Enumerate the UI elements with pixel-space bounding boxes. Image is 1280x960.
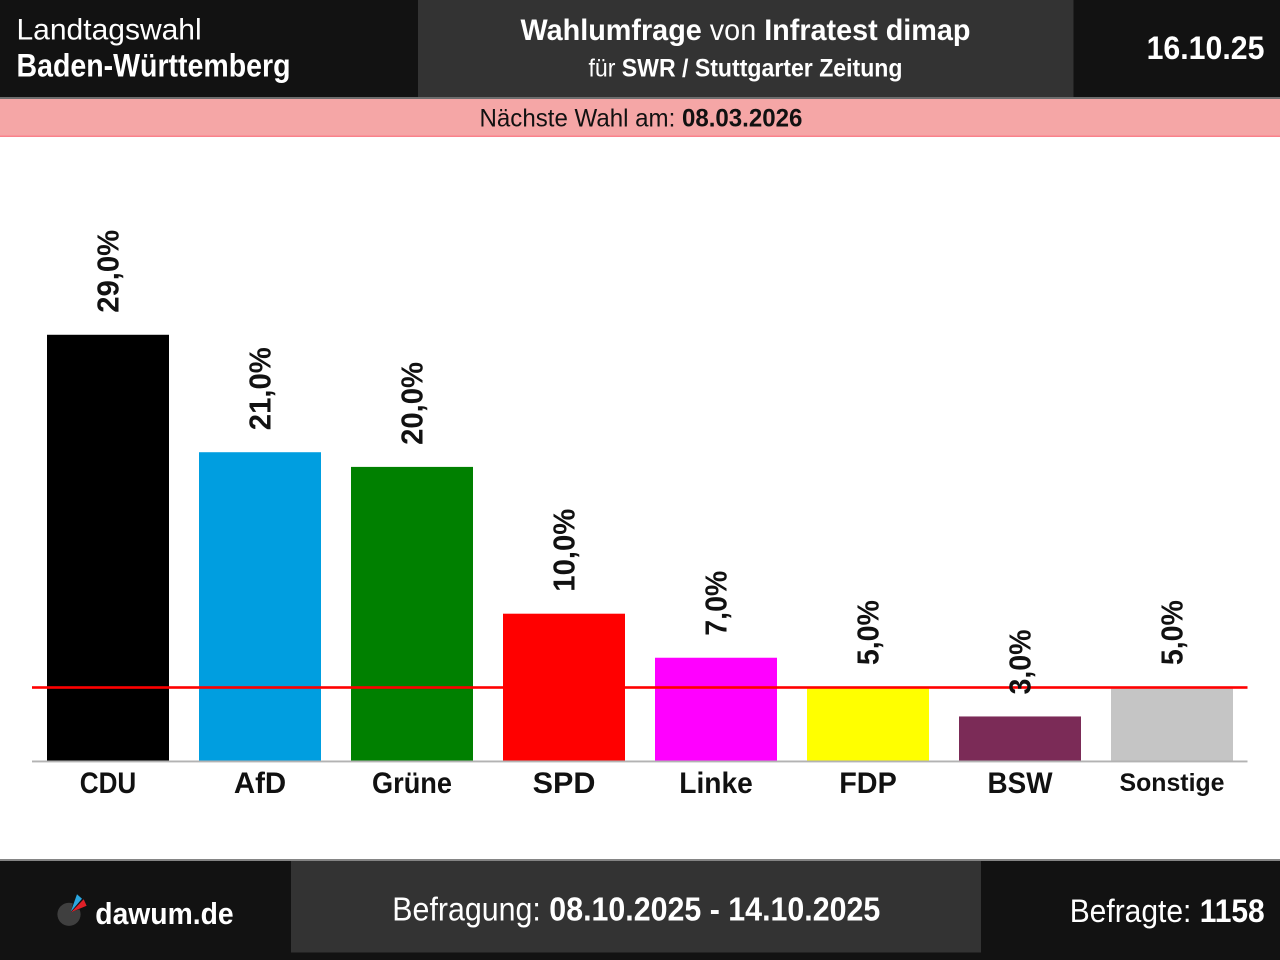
svg-text:Landtagswahl: Landtagswahl <box>17 14 202 47</box>
svg-text:10,0%: 10,0% <box>547 509 582 592</box>
svg-text:AfD: AfD <box>234 767 286 800</box>
svg-text:CDU: CDU <box>80 767 137 800</box>
svg-text:21,0%: 21,0% <box>243 347 278 430</box>
svg-text:Nächste Wahl am: 08.03.2026: Nächste Wahl am: 08.03.2026 <box>480 105 803 133</box>
svg-text:3,0%: 3,0% <box>1003 630 1038 695</box>
svg-text:5,0%: 5,0% <box>1155 600 1190 665</box>
svg-text:Linke: Linke <box>679 767 753 800</box>
svg-text:Befragte: 1158: Befragte: 1158 <box>1070 893 1265 929</box>
svg-text:Befragung: 08.10.2025 - 14.10.: Befragung: 08.10.2025 - 14.10.2025 <box>392 891 880 928</box>
svg-text:Grüne: Grüne <box>372 767 452 800</box>
svg-text:Baden-Württemberg: Baden-Württemberg <box>17 47 291 83</box>
svg-text:Wahlumfrage von Infratest dima: Wahlumfrage von Infratest dimap <box>521 14 971 47</box>
svg-text:29,0%: 29,0% <box>91 230 126 313</box>
svg-text:FDP: FDP <box>839 767 897 800</box>
svg-text:7,0%: 7,0% <box>699 571 734 636</box>
svg-text:16.10.25: 16.10.25 <box>1147 30 1265 66</box>
svg-text:BSW: BSW <box>988 767 1054 800</box>
svg-text:SPD: SPD <box>533 767 596 800</box>
svg-text:dawum.de: dawum.de <box>95 896 233 931</box>
svg-text:20,0%: 20,0% <box>395 362 430 445</box>
svg-text:für SWR / Stuttgarter Zeitung: für SWR / Stuttgarter Zeitung <box>589 54 903 82</box>
svg-text:5,0%: 5,0% <box>851 600 886 665</box>
svg-text:Sonstige: Sonstige <box>1120 769 1225 797</box>
